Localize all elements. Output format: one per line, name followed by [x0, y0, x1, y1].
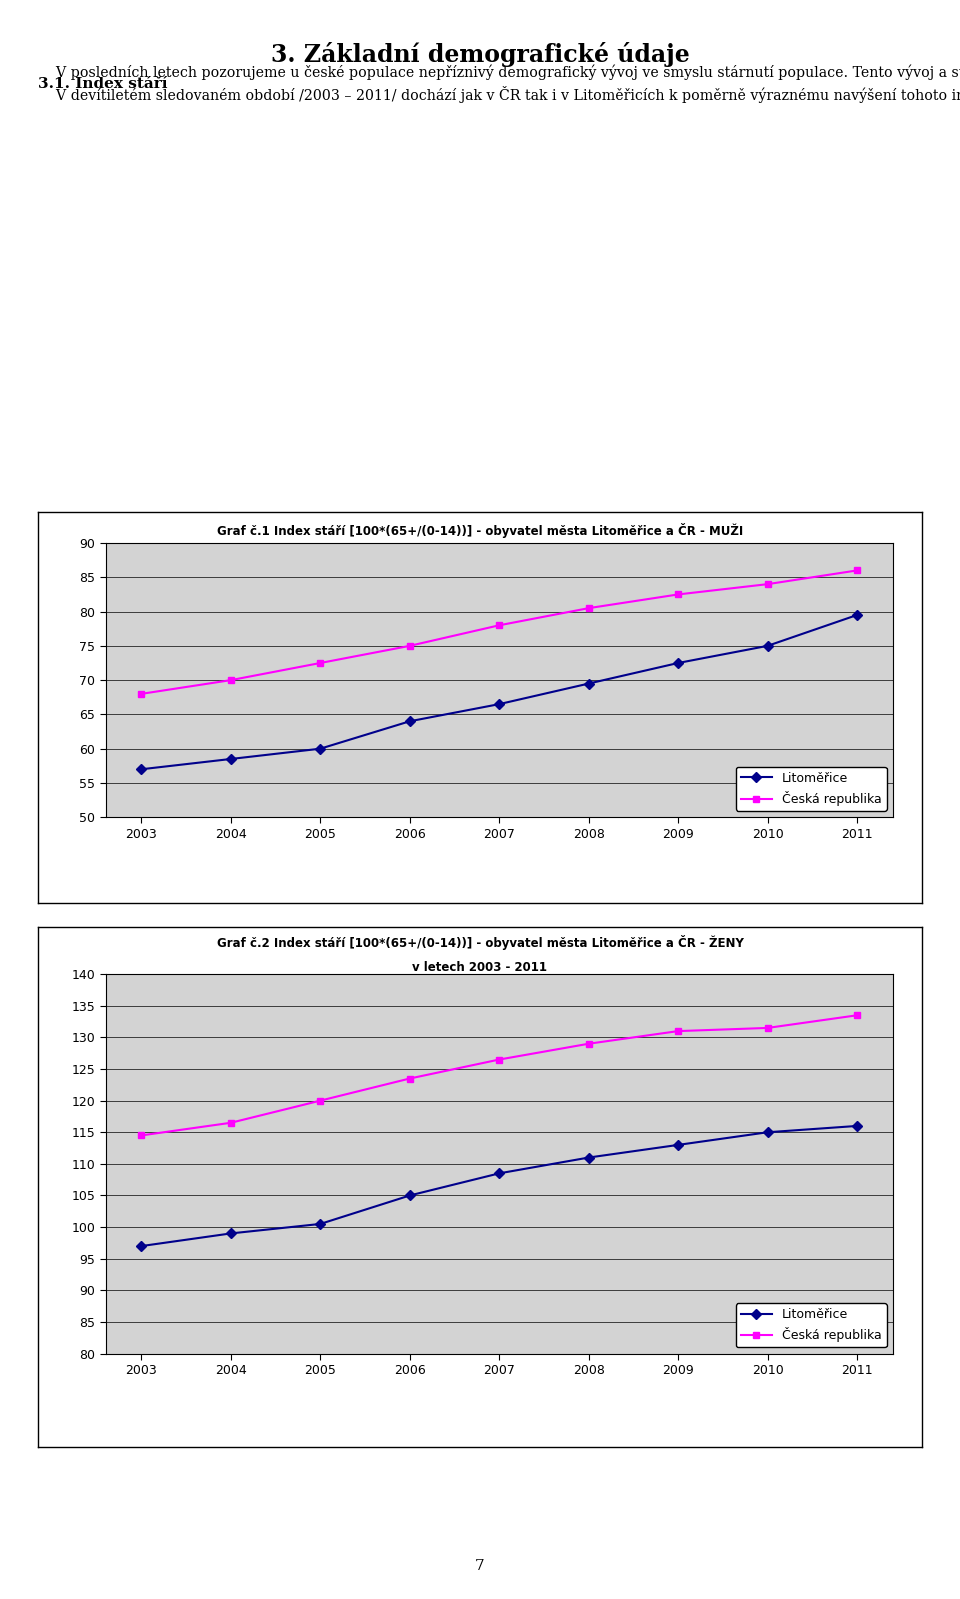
Text: 3. Základní demografické údaje: 3. Základní demografické údaje	[271, 42, 689, 67]
Česká republika	[315, 1091, 326, 1110]
Litoměřice	[493, 1164, 505, 1183]
Line: Česká republika: Česká republika	[138, 568, 860, 697]
Litoměřice	[404, 712, 416, 731]
Litoměřice	[225, 1223, 236, 1242]
Litoměřice	[583, 673, 594, 692]
Česká republika	[583, 1035, 594, 1054]
Česká republika	[404, 636, 416, 656]
Litoměřice	[225, 750, 236, 769]
Česká republika	[135, 684, 147, 704]
Litoměřice	[135, 760, 147, 779]
Česká republika	[672, 1022, 684, 1041]
Line: Litoměřice: Litoměřice	[138, 1122, 860, 1249]
Legend: Litoměřice, Česká republika: Litoměřice, Česká republika	[735, 1303, 886, 1348]
Text: v letech 2003 - 2011: v letech 2003 - 2011	[413, 961, 547, 974]
Česká republika	[315, 654, 326, 673]
Litoměřice	[672, 1135, 684, 1154]
Česká republika	[225, 1113, 236, 1132]
Text: 3.1. Index stáří: 3.1. Index stáří	[38, 77, 168, 91]
Litoměřice	[583, 1148, 594, 1167]
Česká republika	[852, 1006, 863, 1025]
Litoměřice	[404, 1186, 416, 1206]
Litoměřice	[852, 606, 863, 625]
Litoměřice	[315, 739, 326, 758]
Text: V posledních letech pozorujeme u české populace nepříznivý demografický vývoj ve: V posledních letech pozorujeme u české p…	[38, 64, 960, 102]
Text: Graf č.2 Index stáří [100*(65+/(0-14))] - obyvatel města Litoměřice a ČR - ŽENY: Graf č.2 Index stáří [100*(65+/(0-14))] …	[217, 935, 743, 950]
Česká republika	[404, 1068, 416, 1087]
Text: v letech 2003 - 2011: v letech 2003 - 2011	[413, 558, 547, 572]
Česká republika	[852, 561, 863, 580]
Litoměřice	[493, 694, 505, 713]
Line: Litoměřice: Litoměřice	[138, 611, 860, 772]
Česká republika	[225, 670, 236, 689]
Litoměřice	[852, 1116, 863, 1135]
Litoměřice	[315, 1214, 326, 1233]
Text: Graf č.1 Index stáří [100*(65+/(0-14))] - obyvatel města Litoměřice a ČR - MUŽI: Graf č.1 Index stáří [100*(65+/(0-14))] …	[217, 523, 743, 539]
Česká republika	[672, 585, 684, 604]
Text: 7: 7	[475, 1559, 485, 1573]
Česká republika	[762, 574, 774, 593]
Česká republika	[493, 1051, 505, 1070]
Česká republika	[762, 1019, 774, 1038]
Litoměřice	[762, 636, 774, 656]
Line: Česká republika: Česká republika	[138, 1012, 860, 1138]
Litoměřice	[762, 1122, 774, 1142]
Česká republika	[135, 1126, 147, 1145]
Litoměřice	[672, 654, 684, 673]
Česká republika	[493, 616, 505, 635]
Česká republika	[583, 598, 594, 617]
Litoměřice	[135, 1236, 147, 1255]
Legend: Litoměřice, Česká republika: Litoměřice, Česká republika	[735, 768, 886, 811]
